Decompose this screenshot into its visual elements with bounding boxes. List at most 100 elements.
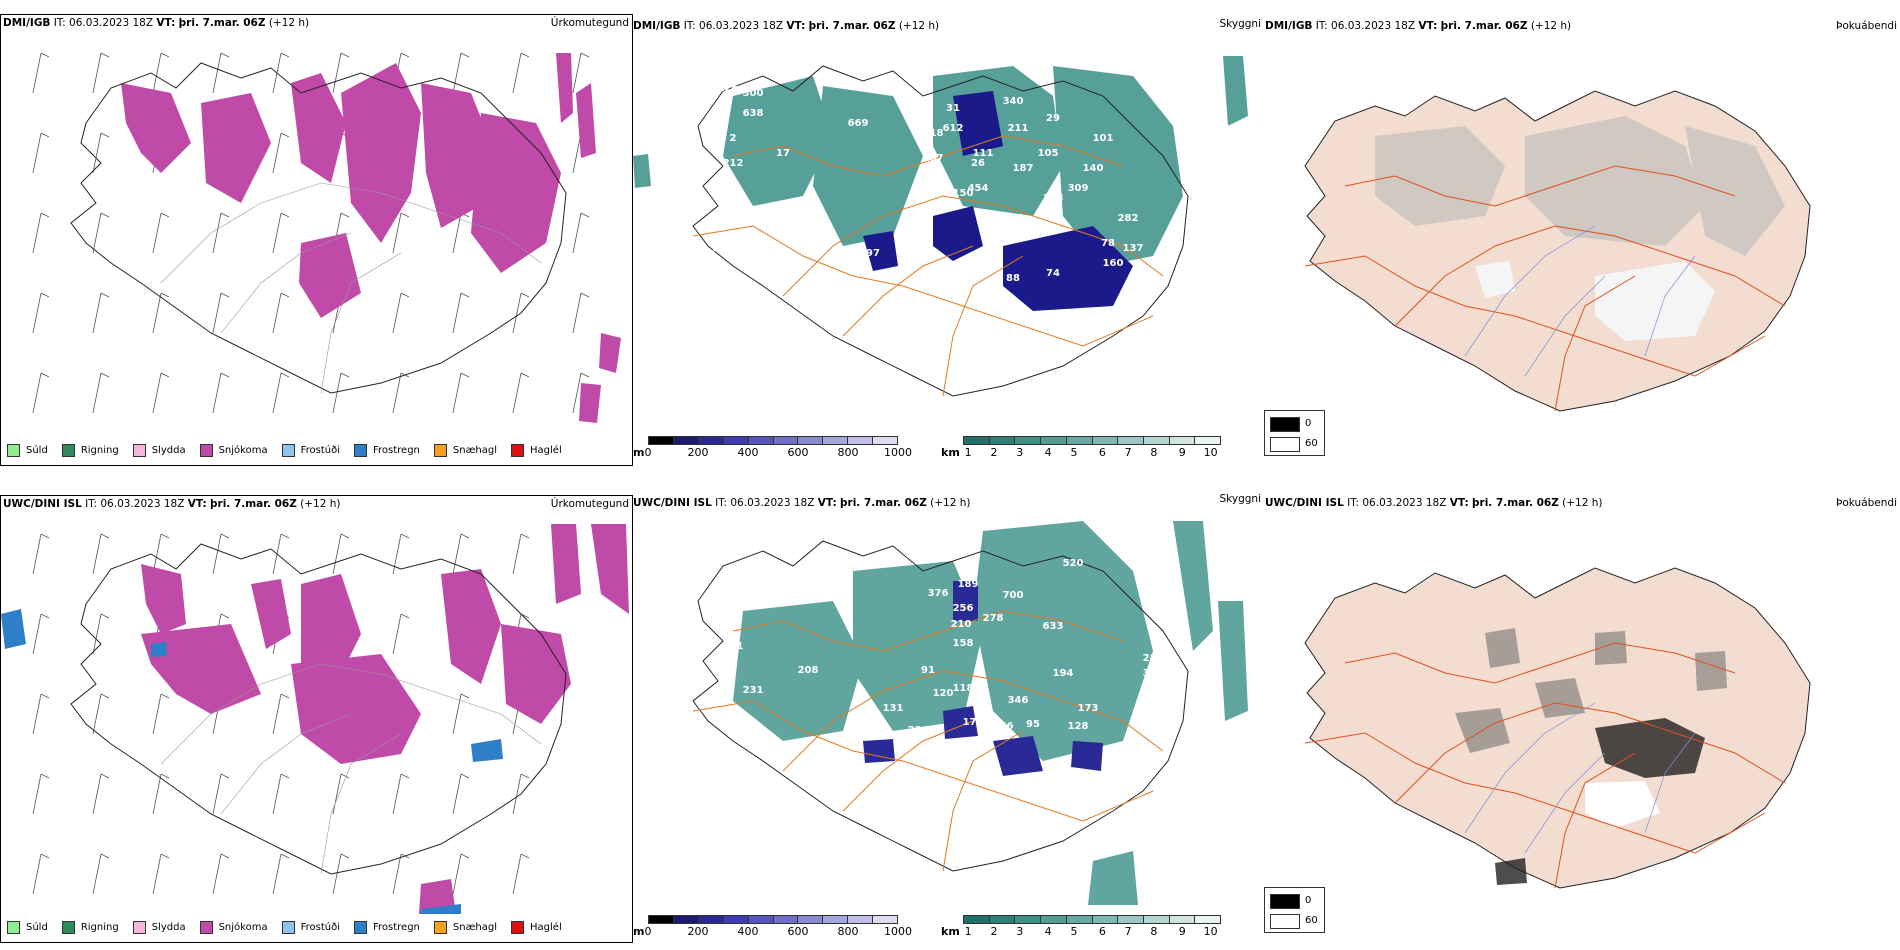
- legend-swatch-freezing-drizzle: [281, 444, 295, 457]
- fog-key-value: 60: [1305, 915, 1318, 926]
- visibility-label: 118: [923, 128, 944, 139]
- precip-map-2: [1, 524, 629, 914]
- legend-item: Snæhagl: [433, 921, 497, 934]
- visibility-label: 234: [908, 725, 929, 736]
- elevation-color: [698, 916, 724, 923]
- legend-label: Frostregn: [373, 445, 420, 456]
- visibility-label: 278: [983, 613, 1004, 624]
- visibility-label: 101: [1093, 133, 1114, 144]
- visibility-label: 173: [1043, 193, 1064, 204]
- legend-label: Rigning: [80, 922, 119, 933]
- precip-type-panel-1: DMI/IGB IT: 06.03.2023 18Z VT: þri. 7.ma…: [0, 14, 633, 466]
- fog-key-black: [1270, 894, 1300, 909]
- fog-key-black: [1270, 417, 1300, 432]
- vt-label: VT:: [187, 498, 207, 510]
- legend-item: Súld: [7, 921, 48, 934]
- visibility-map-2: 189 376 256 210 700 520 280 421 158 278 633 208 91 19…: [692, 521, 1248, 905]
- fog-key-box-1: 0 60: [1264, 410, 1325, 456]
- visibility-label: 376: [928, 588, 949, 599]
- elevation-tick: 0: [644, 446, 652, 459]
- legend-item: Snjókoma: [199, 444, 268, 457]
- legend-label: Haglél: [530, 922, 562, 933]
- visibility-label: 156: [993, 721, 1014, 732]
- legend-label: Snjókoma: [218, 445, 268, 456]
- roads: [692, 135, 1164, 397]
- legend-item: Súld: [7, 444, 48, 457]
- visibility-label: 74: [1046, 268, 1060, 279]
- visibility-color: [1015, 916, 1042, 923]
- visibility-label: 287: [1143, 653, 1164, 664]
- elevation-color: [649, 916, 674, 923]
- snow-areas: [141, 524, 629, 914]
- vt-value: þri. 7.mar. 06Z: [1440, 20, 1528, 32]
- visibility-labels-1: 126 3006382212843631882072666917123316123…: [713, 83, 1244, 354]
- elevation-color: [723, 437, 749, 444]
- iceland-coastline: [70, 62, 567, 394]
- visibility-label: 84: [721, 178, 735, 189]
- vt-value: þri. 7.mar. 06Z: [178, 17, 266, 29]
- visibility-label: 26: [736, 258, 750, 269]
- elevation-ticks: 0 200 400 600 800 1000: [645, 924, 913, 938]
- visibility-color: [989, 916, 1016, 923]
- visibility-label: 346: [1008, 695, 1029, 706]
- visibility-label: 188: [718, 218, 739, 229]
- visibility-map-1: 126 3006382212843631882072666917123316123…: [633, 56, 1248, 397]
- elevation-tick: 200: [687, 925, 709, 938]
- precip-type-panel-2: UWC/DINI ISL IT: 06.03.2023 18Z VT: þri.…: [0, 495, 633, 943]
- fog-title: Þokuábendi: [1836, 20, 1897, 32]
- lead-time: (+12 h): [930, 497, 971, 509]
- visibility-label: 160: [1103, 258, 1124, 269]
- elevation-color: [848, 916, 874, 923]
- it-value: 06.03.2023 18Z: [69, 17, 154, 29]
- iceland-coastline: [70, 543, 567, 875]
- visibility-label: 669: [848, 118, 869, 129]
- vt-label: VT:: [156, 17, 176, 29]
- elevation-tick: 800: [837, 925, 859, 938]
- elevation-tick: 800: [837, 446, 859, 459]
- iceland-coastline: [692, 65, 1189, 397]
- legend-swatch-drizzle: [7, 921, 20, 934]
- rivers: [1464, 225, 1696, 377]
- legend-swatch-snow-pellets: [433, 921, 447, 934]
- visibility-label: 280: [1138, 583, 1159, 594]
- visibility-label: 363: [723, 198, 744, 209]
- elevation-color: [873, 437, 898, 444]
- it-label: IT:: [85, 498, 98, 510]
- fog-key-white: [1270, 914, 1300, 929]
- visibility-tick: 5: [1070, 925, 1078, 938]
- visibility-label: 211: [1008, 123, 1029, 134]
- legend-swatch-drizzle: [7, 444, 20, 457]
- elevation-color: [748, 916, 774, 923]
- visibility-tick: 3: [1016, 446, 1024, 459]
- visibility-label: 150: [953, 188, 974, 199]
- elevation-unit: m: [633, 925, 645, 938]
- visibility-label: 97: [866, 248, 880, 259]
- visibility-label: 131: [883, 703, 904, 714]
- visibility-label: 633: [1043, 621, 1064, 632]
- freezing-rain-areas: [1, 609, 503, 914]
- visibility-tick: 8: [1150, 446, 1158, 459]
- elevation-ticks: 0 200 400 600 800 1000: [644, 445, 913, 459]
- legend-label: Frostúði: [300, 922, 340, 933]
- visibility-label: 454: [968, 183, 989, 194]
- visibility-title: Skyggni: [1219, 493, 1262, 505]
- visibility-tick: 2: [990, 446, 998, 459]
- visibility-color: [964, 916, 990, 923]
- visibility-label: 208: [798, 665, 819, 676]
- visibility-tick: 6: [1098, 925, 1106, 938]
- visibility-unit: km: [941, 925, 960, 938]
- visibility-label: 194: [1053, 668, 1074, 679]
- it-label: IT:: [1315, 20, 1328, 32]
- visibility-label: 212: [723, 158, 744, 169]
- it-value: 06.03.2023 18Z: [730, 497, 815, 509]
- lead-time: (+12 h): [898, 20, 940, 32]
- precip-title: Úrkomutegund: [550, 17, 629, 29]
- elevation-unit: m: [633, 446, 645, 459]
- vt-label: VT:: [786, 20, 806, 32]
- roads: [160, 182, 542, 394]
- visibility-label: 176: [963, 717, 984, 728]
- visibility-label: 612: [943, 123, 964, 134]
- iceland-land: [1304, 567, 1811, 889]
- elevation-color: [673, 916, 699, 923]
- visibility-color: [989, 437, 1016, 444]
